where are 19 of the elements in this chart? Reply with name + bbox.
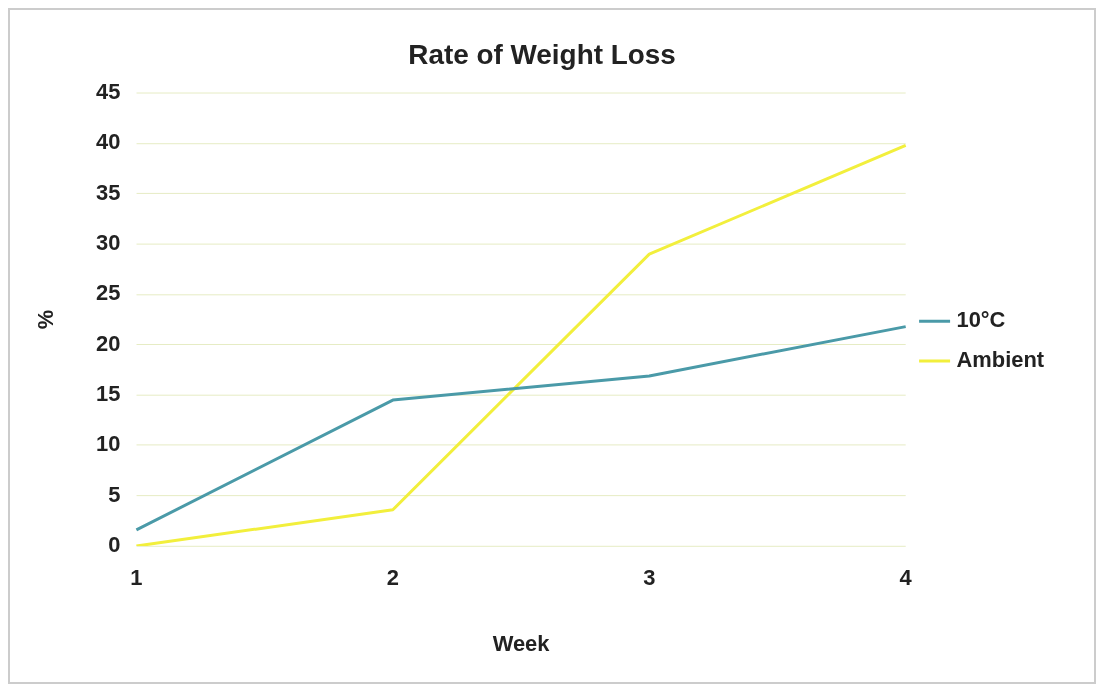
y-tick-label: 25 bbox=[96, 280, 121, 306]
y-axis-title: % bbox=[33, 309, 59, 330]
y-tick-label: 40 bbox=[96, 129, 121, 155]
y-tick-label: 35 bbox=[96, 179, 121, 205]
x-tick-label: 1 bbox=[130, 565, 143, 591]
y-tick-label: 10 bbox=[96, 431, 121, 457]
legend-label: Ambient bbox=[956, 346, 1045, 372]
x-tick-label: 4 bbox=[899, 565, 913, 591]
x-axis-title: Week bbox=[492, 631, 551, 657]
y-tick-label: 15 bbox=[96, 381, 121, 407]
y-tick-label: 45 bbox=[96, 79, 121, 105]
legend-label: 10°C bbox=[956, 307, 1006, 333]
x-tick-label: 2 bbox=[386, 565, 399, 591]
x-tick-label: 3 bbox=[643, 565, 656, 591]
y-tick-label: 5 bbox=[108, 481, 121, 507]
y-tick-label: 0 bbox=[108, 532, 121, 558]
y-tick-label: 30 bbox=[96, 230, 121, 256]
y-tick-label: 20 bbox=[96, 330, 121, 356]
chart-title: Rate of Weight Loss bbox=[408, 39, 676, 71]
